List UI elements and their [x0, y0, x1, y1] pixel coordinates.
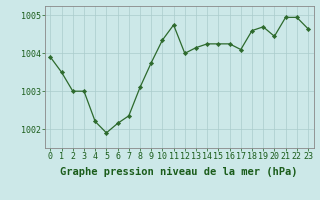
- X-axis label: Graphe pression niveau de la mer (hPa): Graphe pression niveau de la mer (hPa): [60, 167, 298, 177]
